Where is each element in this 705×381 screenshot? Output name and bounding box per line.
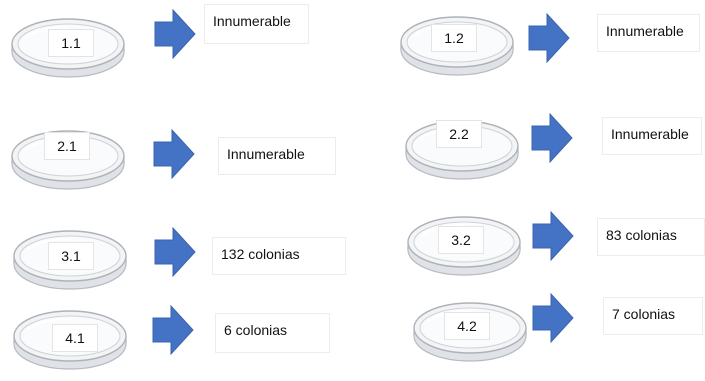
arrow-right-icon [154,8,196,60]
petri-dish-1-1: 1.1 [8,12,128,78]
dish-label: 2.1 [44,132,90,160]
result-box: Innumerable [218,137,336,175]
result-box: Innumerable [602,117,702,155]
petri-dish-3-2: 3.2 [404,210,524,276]
result-box: 6 colonias [215,313,330,353]
arrow-right-icon [154,226,196,278]
dish-label: 2.2 [436,120,482,148]
dish-label: 1.1 [48,29,94,57]
dish-label: 3.2 [438,226,484,254]
petri-dish-3-1: 3.1 [10,224,130,290]
arrow-right-icon [531,112,573,164]
dish-label: 4.2 [444,312,490,340]
dish-label: 1.2 [431,24,477,52]
petri-dish-2-1: 2.1 [8,124,128,190]
arrow-right-icon [528,12,570,64]
result-box: 132 colonias [212,237,346,275]
arrow-right-icon [532,210,574,262]
result-box: Innumerable [597,14,700,52]
dish-label: 4.1 [52,324,98,352]
result-box: 7 colonias [603,297,703,335]
petri-dish-4-1: 4.1 [10,304,130,370]
result-box: 83 colonias [597,218,705,256]
petri-dish-4-2: 4.2 [410,296,530,362]
petri-dish-2-2: 2.2 [402,114,522,180]
arrow-right-icon [152,304,194,356]
dish-label: 3.1 [48,242,94,270]
arrow-right-icon [153,128,195,180]
petri-dish-1-2: 1.2 [397,10,517,76]
arrow-right-icon [532,292,574,344]
result-box: Innumerable [204,4,309,44]
